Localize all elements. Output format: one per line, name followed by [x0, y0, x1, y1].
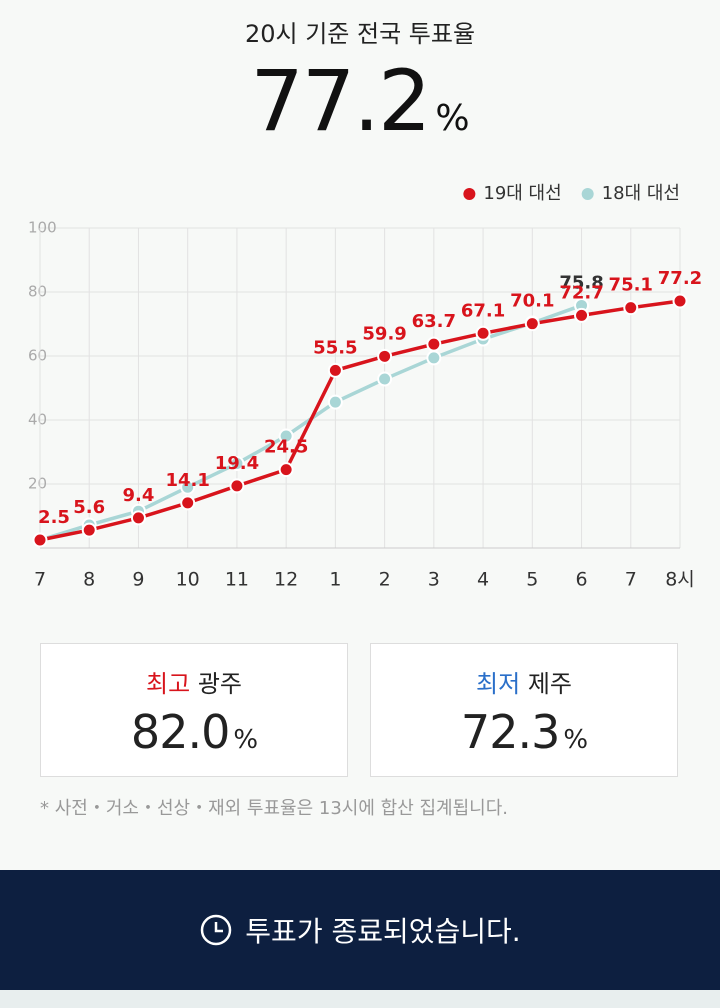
data-label: 70.1 [510, 291, 554, 312]
value: 72.3 [460, 705, 560, 759]
data-label: 72.7 [559, 282, 603, 303]
data-label: 67.1 [461, 300, 505, 321]
y-tick-label: 100 [28, 219, 57, 237]
series-line [39, 299, 681, 542]
point [672, 293, 688, 309]
clock-icon [201, 914, 232, 946]
x-tick-label: 1 [329, 569, 341, 591]
y-tick-label: 60 [28, 347, 47, 365]
data-label: 63.7 [412, 311, 456, 332]
point [278, 428, 294, 444]
x-tick-label: 3 [428, 569, 440, 591]
point [524, 316, 540, 332]
data-label: 5.6 [73, 497, 105, 518]
title: 20시 기준 전국 투표율 [244, 20, 476, 48]
x-tick-label: 7 [34, 569, 46, 591]
point [229, 478, 245, 494]
data-label: 19.4 [215, 453, 259, 474]
status-text: 투표가 종료되었습니다. [245, 915, 521, 948]
data-label: 75.1 [609, 275, 653, 296]
x-tick-label: 7 [625, 569, 637, 591]
x-tick-label: 2 [379, 569, 391, 591]
data-label: 24.5 [264, 437, 308, 458]
point [574, 307, 590, 323]
y-tick-label: 40 [28, 411, 47, 429]
point [229, 456, 245, 472]
legend-dot [463, 188, 476, 200]
highest-box: 최고 광주 82.0% [40, 643, 348, 777]
point [327, 362, 343, 378]
x-tick-label: 10 [176, 569, 200, 591]
unit: % [233, 725, 258, 755]
legend-dot [581, 188, 594, 200]
point [426, 336, 442, 352]
headline-value: 77.2 [250, 52, 431, 150]
region: 광주 [197, 670, 242, 698]
headline-unit: % [435, 98, 470, 139]
headline: 77.2% [0, 52, 720, 150]
x-tick-label: 9 [132, 569, 144, 591]
point [180, 479, 196, 495]
point [426, 350, 442, 366]
x-tick-label: 5 [526, 569, 538, 591]
unit: % [563, 725, 588, 755]
point [32, 532, 48, 548]
point [377, 371, 393, 387]
value: 82.0 [130, 705, 230, 759]
point [623, 300, 639, 316]
legend-label: 19대 대선 [483, 183, 561, 204]
data-label: 77.2 [658, 268, 702, 289]
x-tick-label: 11 [225, 569, 249, 591]
footnote: * 사전・거소・선상・재외 투표율은 13시에 합산 집계됩니다. [40, 798, 508, 819]
data-label: 55.5 [313, 337, 357, 358]
x-tick-label: 8 [83, 569, 95, 591]
point [327, 394, 343, 410]
status-bar: 투표가 종료되었습니다. [0, 870, 720, 990]
point [130, 510, 146, 526]
legend-label: 18대 대선 [602, 183, 680, 204]
x-tick-label: 6 [575, 569, 587, 591]
bottom-strip [0, 990, 720, 1008]
x-tick-label: 4 [477, 569, 489, 591]
label: 최고 [146, 670, 191, 698]
region: 제주 [527, 670, 572, 698]
point [81, 522, 97, 538]
data-label: 2.5 [38, 507, 70, 528]
data-label: 9.4 [123, 485, 155, 506]
lowest-box: 최저 제주 72.3% [370, 643, 678, 777]
x-tick-label: 8시 [665, 569, 695, 591]
point [475, 325, 491, 341]
point [278, 462, 294, 478]
x-tick-label: 12 [274, 569, 298, 591]
y-tick-label: 20 [28, 475, 47, 493]
data-label: 59.9 [362, 323, 406, 344]
label: 최저 [476, 670, 521, 698]
data-label: 14.1 [165, 470, 209, 491]
point [377, 348, 393, 364]
y-tick-label: 80 [28, 283, 47, 301]
data-label: 75.8 [559, 272, 603, 293]
point [180, 495, 196, 511]
